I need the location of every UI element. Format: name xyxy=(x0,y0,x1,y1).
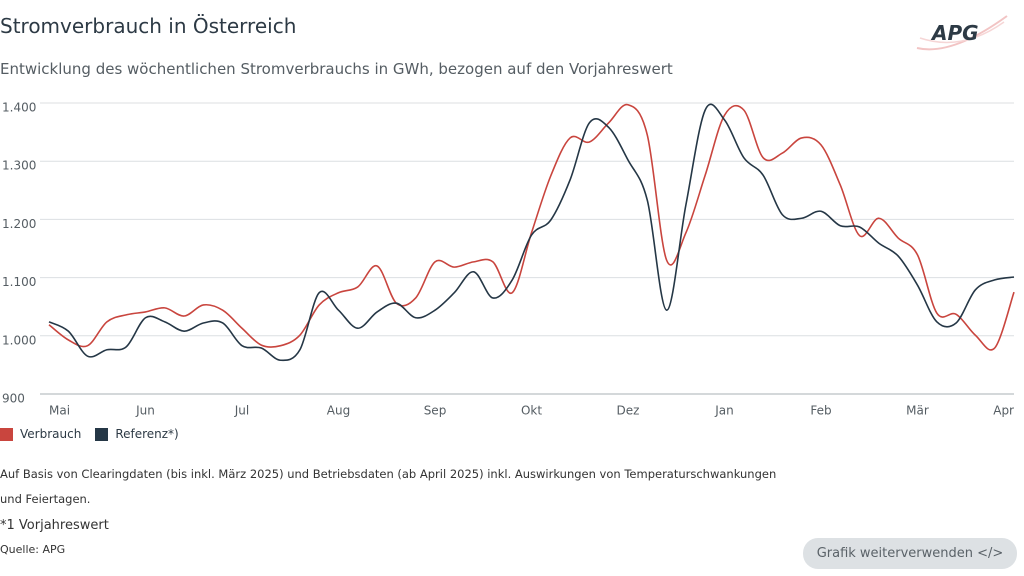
logo: APG xyxy=(912,8,1012,62)
x-tick-label: Aug xyxy=(327,404,350,418)
logo-graphic: APG xyxy=(916,15,1008,51)
x-tick-label: Okt xyxy=(521,404,542,418)
x-tick-label: Mär xyxy=(906,404,929,418)
line-series xyxy=(48,103,1015,362)
legend-label: Referenz*) xyxy=(115,427,179,441)
y-tick-label: 1.300 xyxy=(2,159,36,173)
y-tick-label: 1.200 xyxy=(2,217,36,231)
x-tick-label: Jun xyxy=(135,404,155,418)
legend-swatch xyxy=(0,427,13,441)
legend: Verbrauch Referenz*) xyxy=(0,427,179,441)
logo-text: APG xyxy=(930,21,979,45)
legend-label: Verbrauch xyxy=(20,427,82,441)
reuse-button[interactable]: Grafik weiterverwenden </> xyxy=(803,538,1017,569)
source: Quelle: APG xyxy=(0,543,66,556)
legend-item[interactable]: Verbrauch xyxy=(0,427,81,441)
y-tick-label: 900 xyxy=(2,392,25,406)
chart-subtitle: Entwicklung des wöchentlichen Stromverbr… xyxy=(0,60,673,78)
chart-title: Stromverbrauch in Österreich xyxy=(0,14,297,38)
x-tick-label: Dez xyxy=(617,404,640,418)
x-tick-label: Sep xyxy=(424,404,447,418)
x-tick-label: Mai xyxy=(49,404,70,418)
y-tick-label: 1.000 xyxy=(2,333,36,347)
x-tick-label: Jul xyxy=(234,404,249,418)
footnote: Auf Basis von Clearingdaten (bis inkl. M… xyxy=(0,467,777,506)
x-tick-label: Feb xyxy=(810,404,831,418)
y-tick-label: 1.100 xyxy=(2,275,36,289)
x-tick-label: Jan xyxy=(714,404,734,418)
legend-item[interactable]: Referenz*) xyxy=(95,427,179,441)
line-series xyxy=(48,103,1015,351)
legend-swatch xyxy=(95,427,109,441)
reference-note: *1 Vorjahreswert xyxy=(0,518,109,533)
y-tick-label: 1.400 xyxy=(2,101,36,115)
x-tick-label: Apr xyxy=(993,404,1014,418)
